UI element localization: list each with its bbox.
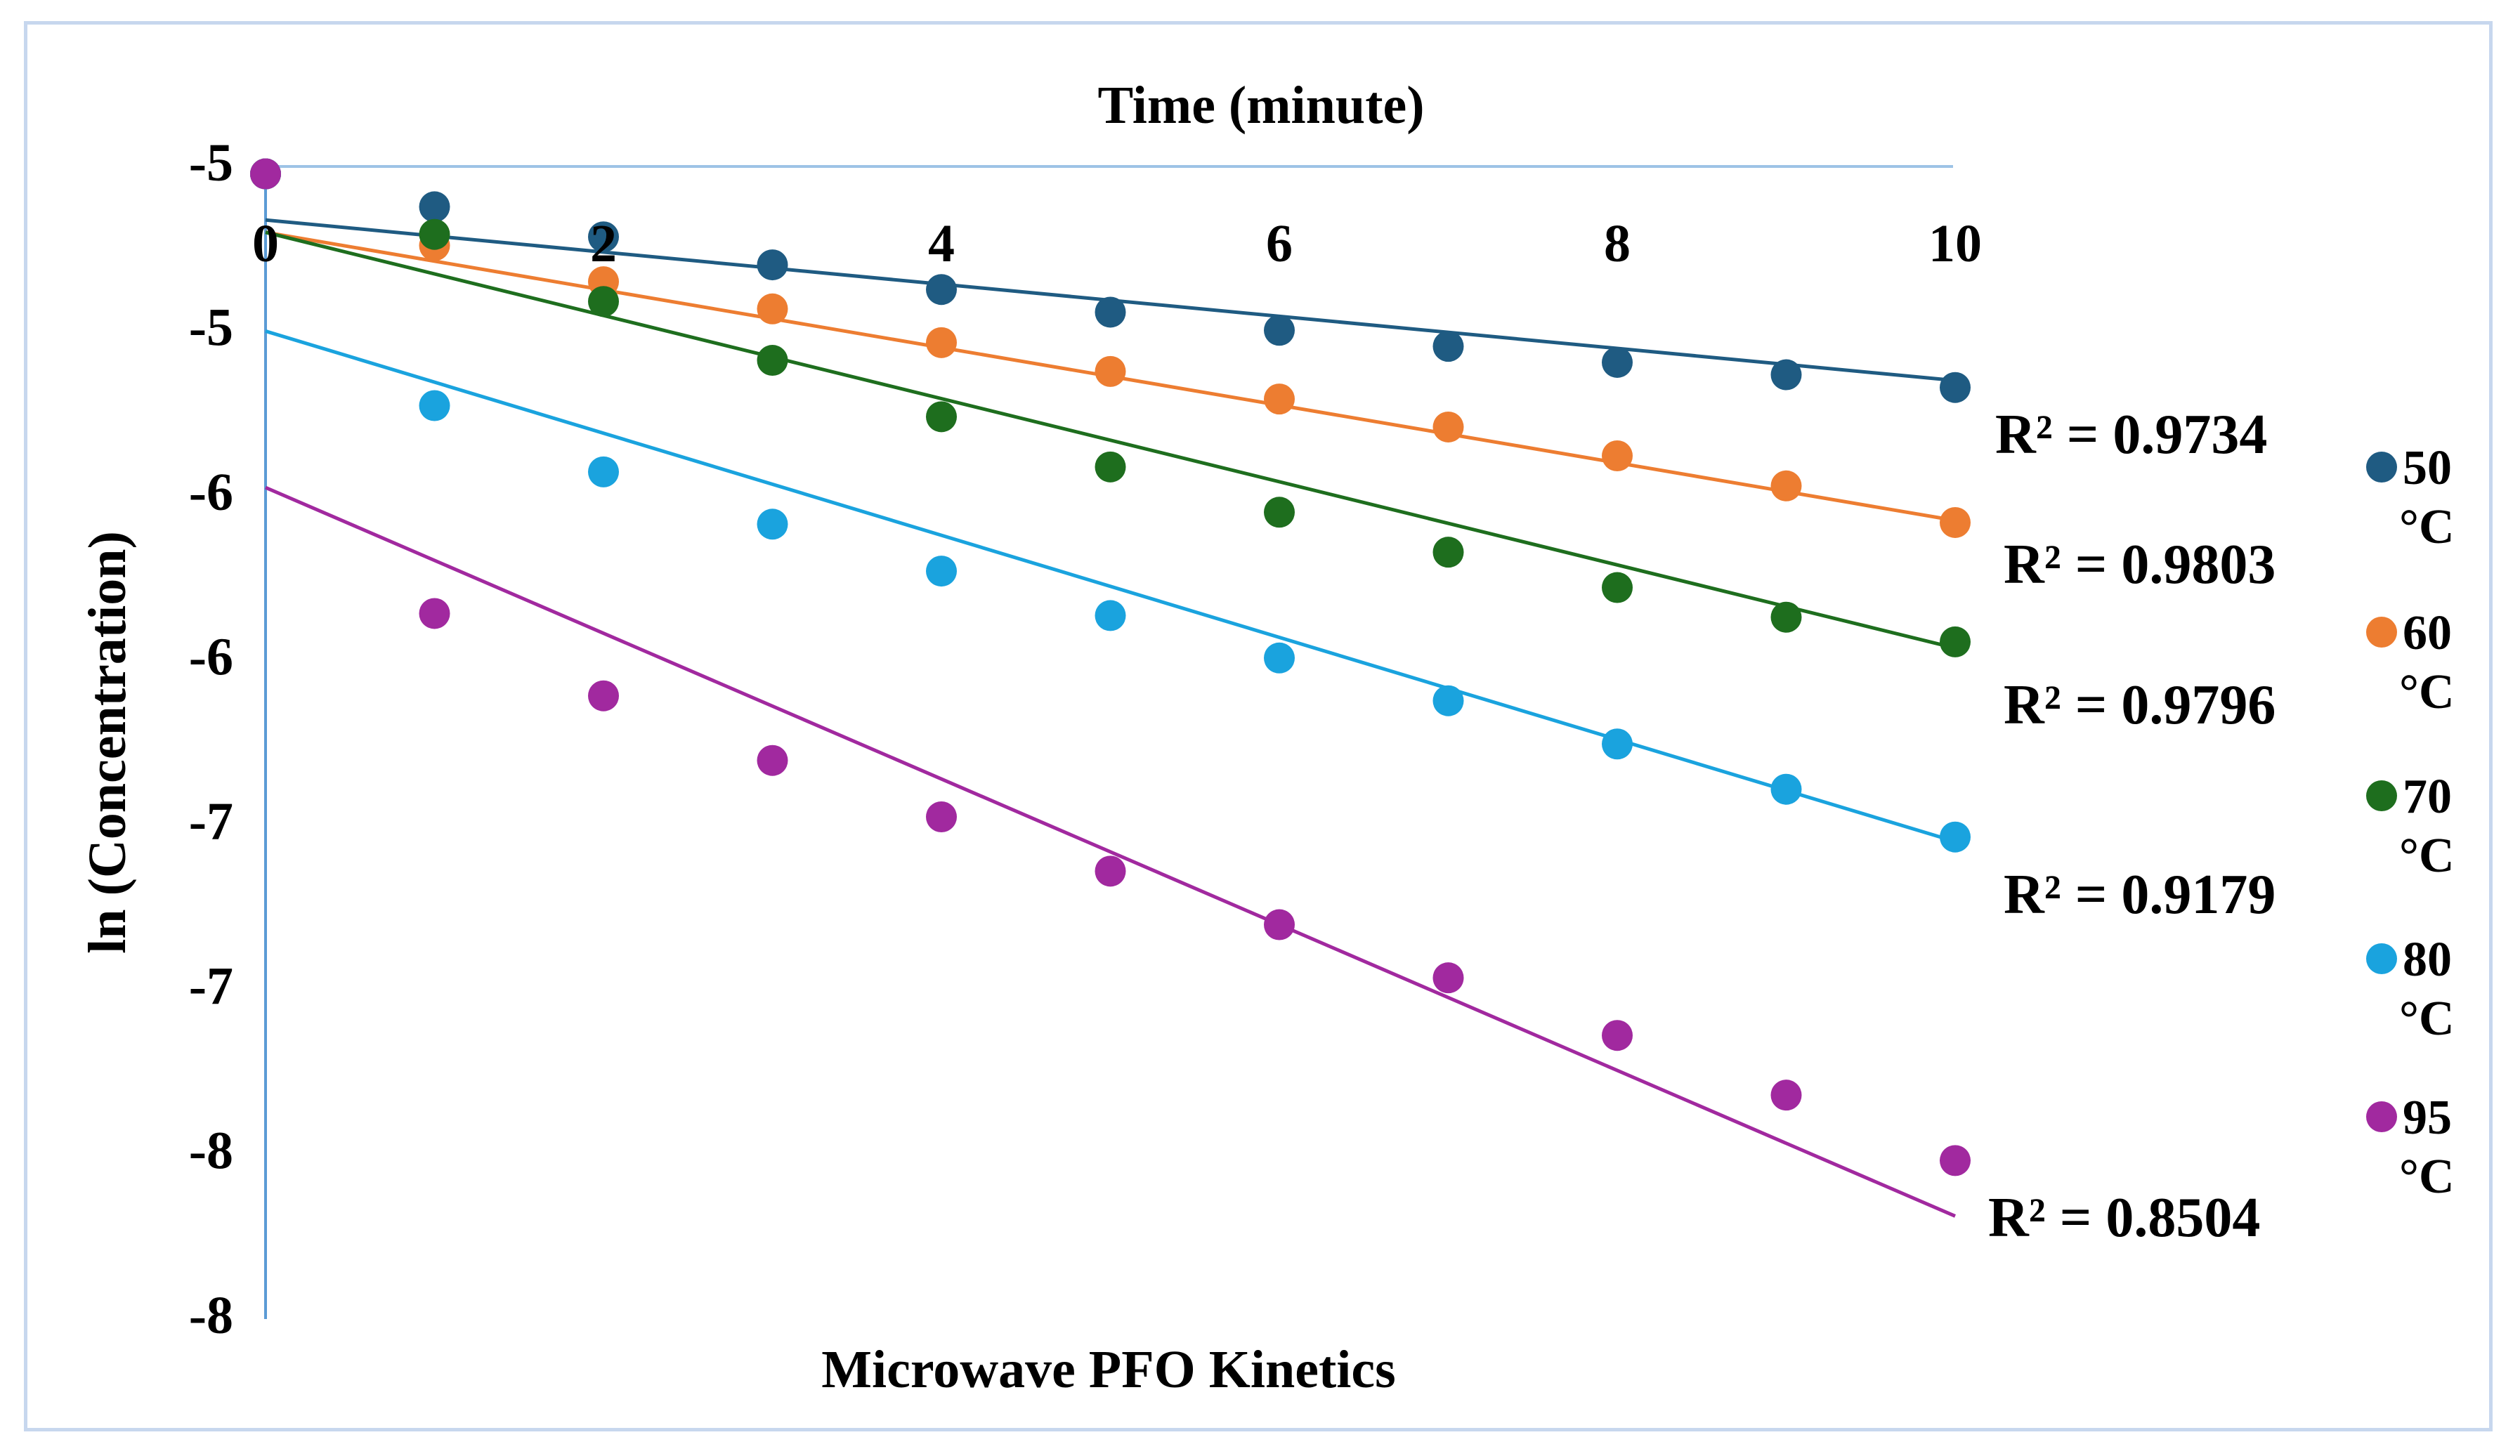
data-point: [1264, 909, 1295, 940]
y-tick-label: -5: [189, 133, 233, 192]
data-point: [588, 221, 619, 253]
data-point: [926, 327, 957, 358]
data-point: [1602, 572, 1633, 603]
data-point: [757, 345, 788, 376]
data-point: [1602, 346, 1633, 378]
trendline-80c: [265, 329, 1956, 844]
x-tick-label: 8: [1604, 214, 1631, 273]
r2-label: R² = 0.9796: [2004, 674, 2276, 736]
y-axis-title: ln (Concentration): [78, 531, 137, 954]
legend-marker: [2366, 452, 2397, 483]
labels-layer: Time (minute) Microwave PFO Kinetics ln …: [78, 76, 1425, 1399]
legend-label: 80: [2403, 933, 2452, 987]
r2-labels-layer: R² = 0.9734 R² = 0.9803 R² = 0.9796 R² = 0.…: [1988, 404, 2276, 1249]
data-point: [1095, 355, 1126, 387]
data-point: [588, 456, 619, 487]
legend-label: 60: [2403, 606, 2452, 660]
data-point: [1770, 601, 1802, 633]
r2-label: R² = 0.8504: [1988, 1187, 2260, 1249]
data-point: [1264, 383, 1295, 415]
y-tick-label: -6: [189, 463, 233, 522]
y-tick-label: -8: [189, 1286, 233, 1345]
y-tick-label: -7: [189, 792, 233, 851]
data-point: [1095, 451, 1126, 483]
x-tick-label: 2: [590, 214, 617, 273]
r2-label: R² = 0.9179: [2004, 864, 2276, 926]
data-point: [1095, 855, 1126, 887]
legend-label: 50: [2403, 441, 2452, 495]
data-point: [1432, 685, 1464, 716]
data-point: [757, 745, 788, 776]
legend-marker: [2366, 1101, 2397, 1132]
data-point: [419, 598, 450, 629]
legend: 50°C60°C70°C80°C95°C: [2366, 441, 2455, 1204]
r2-label: R² = 0.9803: [2004, 534, 2276, 596]
data-point: [1940, 506, 1971, 538]
data-point: [419, 390, 450, 421]
legend-marker: [2366, 943, 2397, 974]
y-tick-label: -5: [189, 298, 233, 357]
y-tick-label: -8: [189, 1122, 233, 1181]
data-point: [1940, 372, 1971, 403]
data-point: [588, 286, 619, 317]
data-point: [1770, 1080, 1802, 1111]
data-point: [1264, 497, 1295, 528]
x-tick-label: 10: [1928, 214, 1982, 273]
data-point: [926, 274, 957, 306]
legend-label: °C: [2399, 1150, 2455, 1204]
axes-layer: [264, 165, 1953, 1319]
data-point: [1432, 411, 1464, 442]
data-point: [1940, 626, 1971, 657]
x-tick-label: 4: [928, 214, 955, 273]
data-point: [419, 218, 450, 250]
data-point: [1432, 962, 1464, 994]
data-point: [588, 680, 619, 711]
data-point: [419, 191, 450, 223]
data-point: [1432, 537, 1464, 568]
legend-label: 70: [2403, 770, 2452, 824]
points-layer: [250, 158, 1971, 1176]
data-point: [1770, 470, 1802, 501]
data-point: [757, 249, 788, 281]
data-point: [1602, 1020, 1633, 1051]
ticks-layer: 0 2 4 6 8 10 -5 -5 -6 -6 -7 -7 -8 -8: [189, 133, 1982, 1345]
data-point: [757, 293, 788, 324]
data-point: [926, 801, 957, 832]
data-point: [250, 158, 281, 190]
data-point: [1602, 440, 1633, 472]
data-point: [1940, 1145, 1971, 1176]
legend-label: °C: [2399, 992, 2455, 1046]
legend-label: °C: [2399, 500, 2455, 554]
data-point: [1264, 642, 1295, 674]
data-point: [1095, 600, 1126, 631]
y-tick-label: -7: [189, 957, 233, 1016]
legend-label: °C: [2399, 665, 2455, 719]
trendline-70c: [265, 230, 1956, 650]
data-point: [1770, 359, 1802, 391]
x-axis-title: Time (minute): [1097, 76, 1424, 135]
x-tick-label: 0: [252, 214, 279, 273]
data-point: [926, 401, 957, 433]
data-point: [1432, 331, 1464, 362]
legend-label: 95: [2403, 1091, 2452, 1145]
x-tick-label: 6: [1266, 214, 1293, 273]
legend-marker: [2366, 780, 2397, 811]
data-point: [1602, 728, 1633, 760]
data-point: [1770, 773, 1802, 805]
legend-marker: [2366, 617, 2397, 648]
data-point: [1095, 296, 1126, 328]
data-point: [757, 509, 788, 540]
chart-title: Microwave PFO Kinetics: [821, 1340, 1395, 1399]
data-point: [1264, 315, 1295, 346]
trendline-95c: [265, 485, 1956, 1218]
data-point: [1940, 821, 1971, 853]
y-tick-label: -6: [189, 627, 233, 686]
data-point: [926, 556, 957, 587]
r2-label: R² = 0.9734: [1995, 404, 2267, 466]
legend-label: °C: [2399, 829, 2455, 883]
